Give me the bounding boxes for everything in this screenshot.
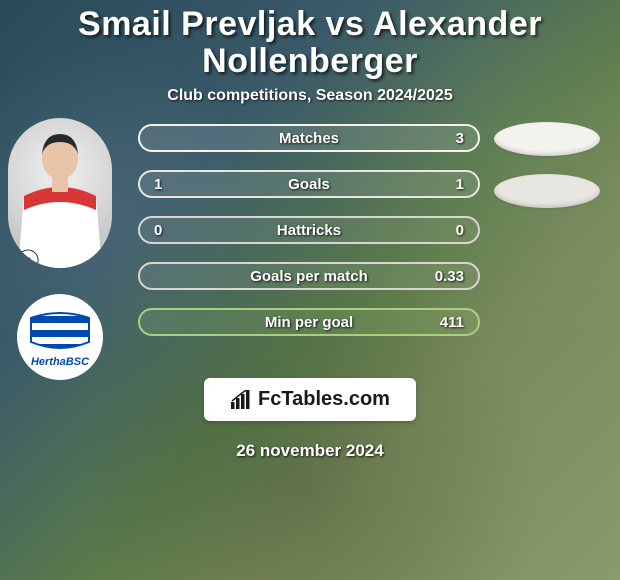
stat-label: Min per goal — [194, 314, 424, 331]
stat-row-goals: 1 Goals 1 — [138, 170, 480, 198]
club-badge: HerthaBSC — [17, 294, 103, 380]
left-column: HerthaBSC — [8, 118, 112, 380]
stat-right-value: 411 — [424, 314, 464, 331]
footer: FcTables.com 26 november 2024 — [0, 378, 620, 461]
content-wrapper: Smail Prevljak vs Alexander Nollenberger… — [0, 0, 620, 580]
page-title: Smail Prevljak vs Alexander Nollenberger — [0, 4, 620, 87]
stat-label: Hattricks — [194, 222, 424, 239]
stat-row-hattricks: 0 Hattricks 0 — [138, 216, 480, 244]
page-subtitle: Club competitions, Season 2024/2025 — [0, 87, 620, 105]
brand-text: FcTables.com — [258, 388, 390, 411]
club-badge-svg: HerthaBSC — [25, 302, 95, 372]
stat-left-value: 1 — [154, 176, 194, 193]
oval-bottom — [494, 174, 600, 208]
stat-row-goals-per-match: Goals per match 0.33 — [138, 262, 480, 290]
stat-label: Goals per match — [194, 268, 424, 285]
brand-box: FcTables.com — [204, 378, 416, 421]
stat-right-value: 1 — [424, 176, 464, 193]
stat-right-value: 3 — [424, 130, 464, 147]
player-avatar — [8, 118, 112, 268]
stat-right-value: 0 — [424, 222, 464, 239]
stat-right-value: 0.33 — [424, 268, 464, 285]
footer-date: 26 november 2024 — [236, 441, 383, 461]
stat-label: Goals — [194, 176, 424, 193]
stat-left-value: 0 — [154, 222, 194, 239]
stat-row-min-per-goal: Min per goal 411 — [138, 308, 480, 336]
stats-list: Matches 3 1 Goals 1 0 Hattricks 0 Goals … — [138, 124, 480, 336]
club-badge-label: HerthaBSC — [31, 356, 90, 368]
stat-label: Matches — [194, 130, 424, 147]
right-column — [492, 122, 602, 208]
oval-top — [494, 122, 600, 156]
stat-row-matches: Matches 3 — [138, 124, 480, 152]
player-avatar-svg — [8, 118, 112, 268]
brand-chart-icon — [230, 390, 252, 410]
